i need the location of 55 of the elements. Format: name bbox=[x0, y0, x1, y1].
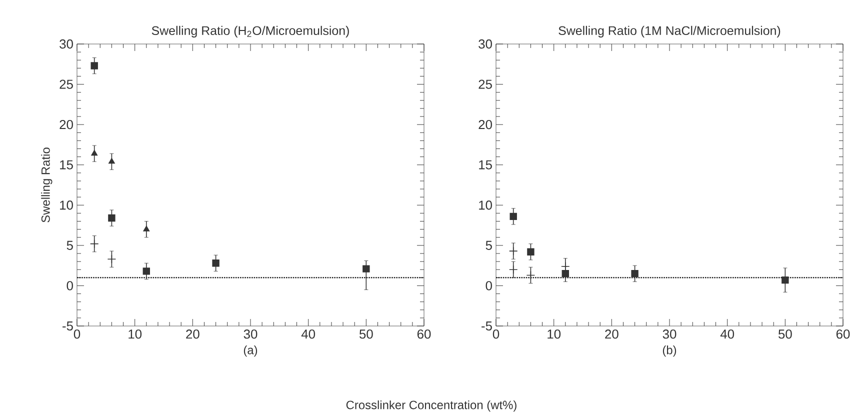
x-tick-label: 40 bbox=[301, 330, 316, 339]
y-axis-title: Swelling Ratio bbox=[41, 148, 52, 222]
x-tick-label: 40 bbox=[720, 330, 734, 339]
x-tick-label: 30 bbox=[244, 330, 258, 339]
x-tick-label: 50 bbox=[778, 330, 792, 339]
point bbox=[631, 270, 638, 278]
y-tick-label: 0 bbox=[66, 281, 73, 290]
point bbox=[782, 276, 789, 284]
point bbox=[561, 262, 570, 271]
y-tick-label: 20 bbox=[60, 120, 73, 130]
point bbox=[526, 270, 536, 280]
y-tick-label: 5 bbox=[66, 240, 73, 250]
point bbox=[508, 265, 518, 274]
y-tick-label: 30 bbox=[478, 39, 492, 49]
y-tick-label: 0 bbox=[486, 281, 492, 290]
x-tick-label: 50 bbox=[359, 330, 373, 339]
point bbox=[107, 254, 116, 264]
y-tick-label: 10 bbox=[479, 200, 492, 210]
y-tick-label: 25 bbox=[60, 80, 73, 89]
x-tick-label: 30 bbox=[662, 330, 676, 339]
chart-title: Swelling Ratio (1M NaCl/Microemulsion) bbox=[558, 26, 780, 38]
x-tick-label: 10 bbox=[548, 330, 561, 339]
x-tick-label: 60 bbox=[417, 330, 431, 339]
y-tick-label: 15 bbox=[60, 160, 73, 170]
point bbox=[562, 270, 570, 278]
point bbox=[508, 246, 518, 256]
point bbox=[90, 239, 99, 248]
y-tick-label: 5 bbox=[486, 240, 492, 250]
point bbox=[510, 212, 517, 220]
y-tick-label: 15 bbox=[479, 160, 492, 170]
x-axis-title: (a) bbox=[244, 346, 258, 357]
point bbox=[142, 268, 150, 275]
chart-title: Swelling Ratio (H$_{2}$O/Microemulsion) bbox=[152, 26, 349, 38]
y-tick-label: 25 bbox=[478, 80, 492, 89]
x-tick-label: 0 bbox=[74, 330, 80, 339]
point bbox=[90, 62, 98, 70]
point bbox=[362, 265, 370, 272]
point bbox=[143, 226, 150, 232]
x-tick-label: 60 bbox=[836, 330, 850, 339]
text: Crosslinker Concentration (wt%) bbox=[346, 400, 516, 412]
point bbox=[108, 158, 115, 164]
point bbox=[527, 248, 534, 256]
x-axis-title: (b) bbox=[662, 346, 676, 357]
x-tick-label: 0 bbox=[492, 330, 500, 339]
point bbox=[108, 214, 116, 222]
y-tick-label: -5 bbox=[482, 321, 492, 331]
y-tick-label: 30 bbox=[60, 39, 73, 49]
point bbox=[91, 150, 98, 156]
y-tick-label: 10 bbox=[60, 200, 73, 210]
y-tick-label: -5 bbox=[62, 321, 73, 331]
x-tick-label: 20 bbox=[605, 330, 618, 339]
point bbox=[212, 260, 220, 267]
x-tick-label: 10 bbox=[128, 330, 142, 339]
y-tick-label: 20 bbox=[478, 120, 492, 130]
x-tick-label: 20 bbox=[186, 330, 200, 339]
